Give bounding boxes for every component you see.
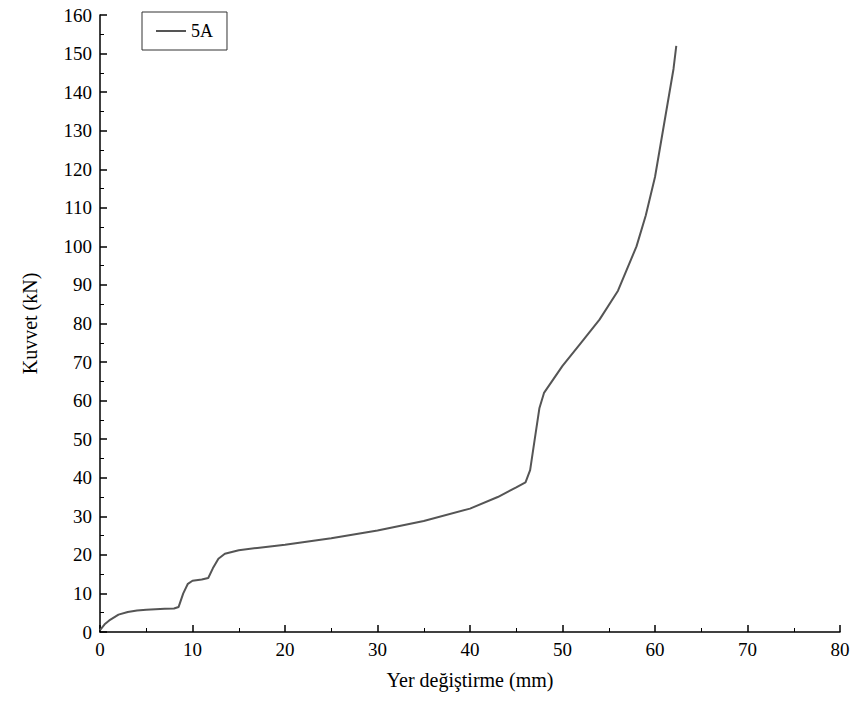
svg-text:Yer değiştirme (mm): Yer değiştirme (mm) (387, 669, 554, 692)
svg-text:50: 50 (553, 639, 572, 660)
svg-text:20: 20 (73, 544, 92, 565)
svg-text:80: 80 (831, 639, 850, 660)
svg-text:130: 130 (64, 120, 93, 141)
svg-text:0: 0 (83, 622, 93, 643)
svg-text:5A: 5A (191, 21, 213, 41)
svg-text:80: 80 (73, 313, 92, 334)
svg-text:10: 10 (183, 639, 202, 660)
svg-text:40: 40 (73, 467, 92, 488)
svg-text:70: 70 (73, 352, 92, 373)
svg-text:60: 60 (646, 639, 665, 660)
svg-text:160: 160 (64, 5, 93, 26)
svg-text:70: 70 (738, 639, 757, 660)
svg-text:60: 60 (73, 390, 92, 411)
svg-text:100: 100 (64, 236, 93, 257)
svg-text:Kuvvet (kN): Kuvvet (kN) (19, 273, 42, 375)
svg-text:50: 50 (73, 429, 92, 450)
svg-text:140: 140 (64, 82, 93, 103)
svg-text:110: 110 (64, 197, 92, 218)
svg-text:20: 20 (276, 639, 295, 660)
svg-text:120: 120 (64, 159, 93, 180)
svg-text:30: 30 (73, 506, 92, 527)
svg-text:30: 30 (368, 639, 387, 660)
svg-text:40: 40 (461, 639, 480, 660)
svg-text:90: 90 (73, 274, 92, 295)
svg-text:10: 10 (73, 583, 92, 604)
svg-text:0: 0 (95, 639, 105, 660)
svg-text:150: 150 (64, 43, 93, 64)
